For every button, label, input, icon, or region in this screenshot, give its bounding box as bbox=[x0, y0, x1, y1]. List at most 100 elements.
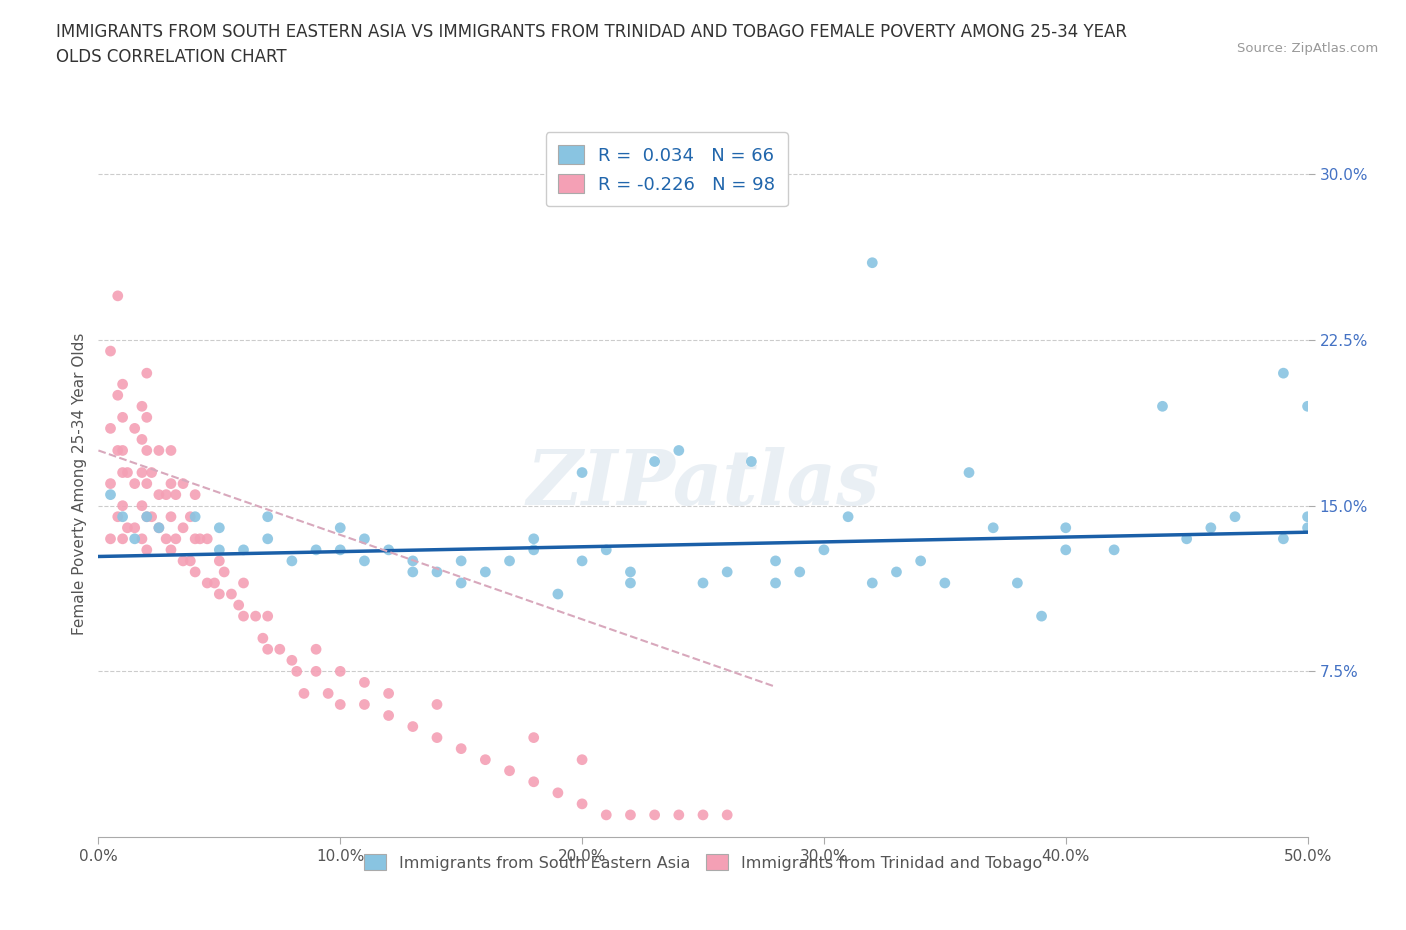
Point bbox=[498, 764, 520, 778]
Point bbox=[131, 531, 153, 546]
Point bbox=[426, 730, 449, 745]
Point bbox=[765, 576, 787, 591]
Point bbox=[172, 553, 194, 568]
Point bbox=[619, 807, 641, 822]
Point bbox=[377, 708, 399, 723]
Point bbox=[148, 521, 170, 536]
Point bbox=[232, 609, 254, 624]
Point bbox=[148, 443, 170, 458]
Point bbox=[571, 465, 593, 480]
Point bbox=[160, 510, 183, 525]
Point bbox=[165, 487, 187, 502]
Point bbox=[377, 542, 399, 557]
Point bbox=[208, 587, 231, 602]
Point bbox=[305, 664, 328, 679]
Point bbox=[100, 421, 122, 436]
Point bbox=[1054, 542, 1077, 557]
Point bbox=[111, 510, 134, 525]
Point bbox=[813, 542, 835, 557]
Point bbox=[668, 443, 690, 458]
Point bbox=[329, 698, 352, 712]
Point bbox=[981, 521, 1004, 536]
Point bbox=[1152, 399, 1174, 414]
Point bbox=[281, 553, 304, 568]
Point bbox=[135, 476, 157, 491]
Y-axis label: Female Poverty Among 25-34 Year Olds: Female Poverty Among 25-34 Year Olds bbox=[72, 332, 87, 635]
Point bbox=[571, 752, 593, 767]
Point bbox=[184, 531, 207, 546]
Point bbox=[619, 576, 641, 591]
Point bbox=[1054, 521, 1077, 536]
Point bbox=[402, 719, 425, 734]
Point bbox=[256, 531, 278, 546]
Point bbox=[208, 542, 231, 557]
Text: Source: ZipAtlas.com: Source: ZipAtlas.com bbox=[1237, 42, 1378, 55]
Point bbox=[910, 553, 932, 568]
Point bbox=[124, 521, 146, 536]
Point bbox=[1102, 542, 1125, 557]
Point bbox=[426, 565, 449, 579]
Point bbox=[474, 565, 496, 579]
Point bbox=[329, 521, 352, 536]
Point bbox=[523, 542, 546, 557]
Point bbox=[148, 487, 170, 502]
Point bbox=[184, 565, 207, 579]
Point bbox=[269, 642, 291, 657]
Point bbox=[547, 587, 569, 602]
Point bbox=[188, 531, 211, 546]
Point bbox=[124, 531, 146, 546]
Point bbox=[740, 454, 762, 469]
Point bbox=[450, 741, 472, 756]
Point bbox=[141, 465, 163, 480]
Point bbox=[212, 565, 235, 579]
Point bbox=[765, 553, 787, 568]
Point bbox=[1175, 531, 1198, 546]
Point bbox=[595, 542, 617, 557]
Point bbox=[1296, 510, 1319, 525]
Point bbox=[305, 542, 328, 557]
Point bbox=[837, 510, 859, 525]
Point bbox=[184, 487, 207, 502]
Point bbox=[886, 565, 908, 579]
Point bbox=[619, 565, 641, 579]
Point bbox=[1031, 609, 1053, 624]
Point bbox=[208, 521, 231, 536]
Point bbox=[644, 807, 666, 822]
Point bbox=[692, 576, 714, 591]
Point bbox=[474, 752, 496, 767]
Point bbox=[111, 465, 134, 480]
Point bbox=[232, 542, 254, 557]
Point bbox=[402, 565, 425, 579]
Point bbox=[716, 807, 738, 822]
Point bbox=[1199, 521, 1222, 536]
Point bbox=[256, 510, 278, 525]
Point bbox=[245, 609, 267, 624]
Text: IMMIGRANTS FROM SOUTH EASTERN ASIA VS IMMIGRANTS FROM TRINIDAD AND TOBAGO FEMALE: IMMIGRANTS FROM SOUTH EASTERN ASIA VS IM… bbox=[56, 23, 1128, 66]
Point bbox=[292, 686, 315, 701]
Point bbox=[547, 785, 569, 800]
Point bbox=[179, 553, 201, 568]
Point bbox=[498, 553, 520, 568]
Point bbox=[571, 553, 593, 568]
Point bbox=[195, 576, 218, 591]
Point bbox=[571, 796, 593, 811]
Point bbox=[117, 521, 139, 536]
Point bbox=[111, 377, 134, 392]
Point bbox=[124, 476, 146, 491]
Point bbox=[256, 642, 278, 657]
Point bbox=[131, 399, 153, 414]
Text: ZIPatlas: ZIPatlas bbox=[526, 446, 880, 521]
Point bbox=[124, 421, 146, 436]
Point bbox=[135, 542, 157, 557]
Point bbox=[1272, 365, 1295, 380]
Point bbox=[141, 510, 163, 525]
Point bbox=[107, 288, 129, 303]
Point bbox=[450, 553, 472, 568]
Point bbox=[160, 476, 183, 491]
Point bbox=[450, 576, 472, 591]
Point bbox=[184, 510, 207, 525]
Point bbox=[204, 576, 226, 591]
Point bbox=[135, 510, 157, 525]
Point bbox=[957, 465, 980, 480]
Point bbox=[155, 487, 177, 502]
